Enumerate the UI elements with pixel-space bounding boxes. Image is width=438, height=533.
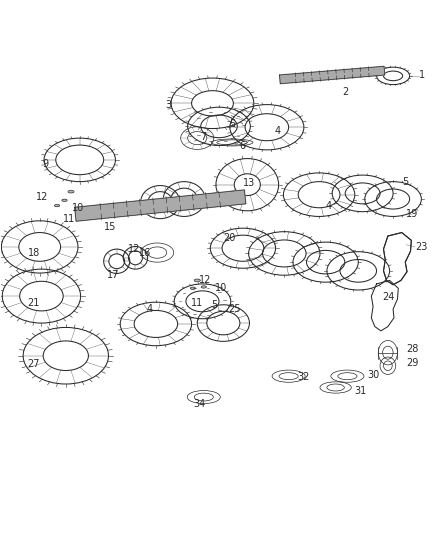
Text: 1: 1 — [419, 70, 425, 80]
Text: 7: 7 — [201, 133, 207, 142]
Polygon shape — [74, 190, 246, 221]
Text: 4: 4 — [326, 200, 332, 211]
Text: 10: 10 — [215, 283, 227, 293]
Text: 4: 4 — [146, 304, 152, 314]
Text: 20: 20 — [224, 232, 236, 243]
Ellipse shape — [190, 287, 195, 289]
Text: 6: 6 — [240, 141, 246, 151]
Text: 24: 24 — [382, 292, 395, 302]
Text: 13: 13 — [244, 178, 256, 188]
Ellipse shape — [194, 279, 200, 282]
Text: 16: 16 — [139, 248, 151, 258]
Text: 15: 15 — [104, 222, 117, 232]
Text: 29: 29 — [406, 358, 419, 368]
Text: 11: 11 — [191, 298, 203, 309]
Text: 21: 21 — [28, 298, 40, 309]
Text: 5: 5 — [212, 300, 218, 310]
Text: 11: 11 — [63, 214, 75, 224]
Text: 12: 12 — [199, 274, 212, 285]
Text: 31: 31 — [354, 385, 366, 395]
Text: 2: 2 — [342, 87, 348, 97]
Text: 19: 19 — [406, 209, 418, 219]
Text: 4: 4 — [275, 126, 281, 136]
Text: 25: 25 — [228, 304, 240, 314]
Ellipse shape — [201, 286, 206, 288]
Ellipse shape — [54, 204, 60, 207]
Ellipse shape — [68, 190, 74, 193]
Text: 9: 9 — [43, 159, 49, 169]
Text: 30: 30 — [367, 370, 379, 381]
Text: 23: 23 — [415, 242, 427, 252]
Text: 12: 12 — [127, 244, 140, 254]
Text: 32: 32 — [297, 373, 310, 383]
Ellipse shape — [62, 199, 67, 201]
Text: 12: 12 — [36, 192, 48, 202]
Text: 28: 28 — [406, 344, 419, 354]
Text: 10: 10 — [72, 203, 84, 213]
Text: 3: 3 — [165, 100, 171, 110]
Text: 5: 5 — [402, 176, 408, 187]
Polygon shape — [279, 66, 385, 84]
Text: 18: 18 — [28, 248, 40, 259]
Text: 17: 17 — [106, 270, 119, 280]
Text: 34: 34 — [193, 399, 205, 409]
Text: 27: 27 — [28, 359, 40, 369]
Text: 5: 5 — [229, 119, 235, 130]
